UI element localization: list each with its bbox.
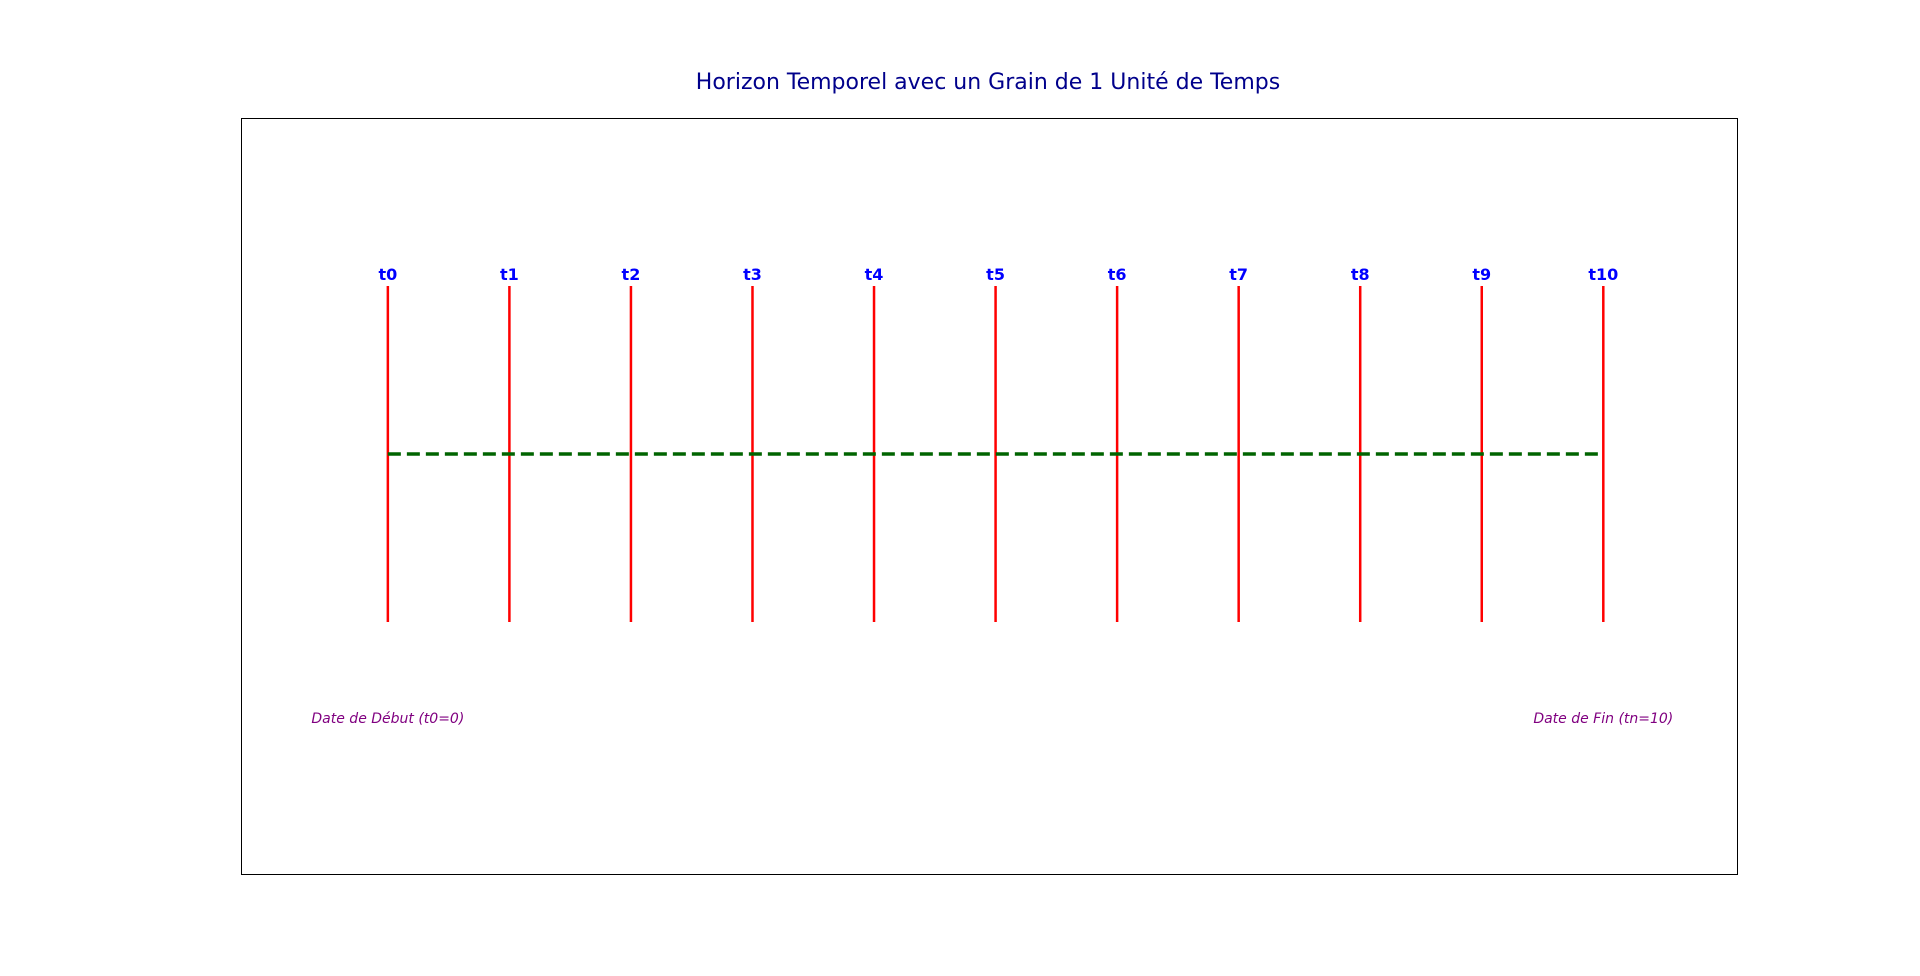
end-date-annotation: Date de Fin (tn=10) bbox=[1533, 711, 1673, 727]
tick-label-t9: t9 bbox=[1472, 265, 1491, 284]
plot-frame bbox=[241, 118, 1738, 875]
tick-label-t4: t4 bbox=[865, 265, 884, 284]
start-date-annotation: Date de Début (t0=0) bbox=[311, 711, 464, 727]
tick-label-t8: t8 bbox=[1351, 265, 1370, 284]
tick-label-t6: t6 bbox=[1108, 265, 1127, 284]
chart-title: Horizon Temporel avec un Grain de 1 Unit… bbox=[696, 70, 1280, 95]
tick-label-t7: t7 bbox=[1229, 265, 1248, 284]
tick-label-t1: t1 bbox=[500, 265, 519, 284]
tick-label-t2: t2 bbox=[622, 265, 641, 284]
tick-label-t5: t5 bbox=[986, 265, 1005, 284]
tick-label-t0: t0 bbox=[378, 265, 397, 284]
tick-label-t3: t3 bbox=[743, 265, 762, 284]
tick-label-t10: t10 bbox=[1588, 265, 1618, 284]
plot-area: t0 t1 t2 t3 t4 t5 t6 t7 t8 t9 t10 Date de Début (t0… bbox=[311, 265, 1673, 727]
